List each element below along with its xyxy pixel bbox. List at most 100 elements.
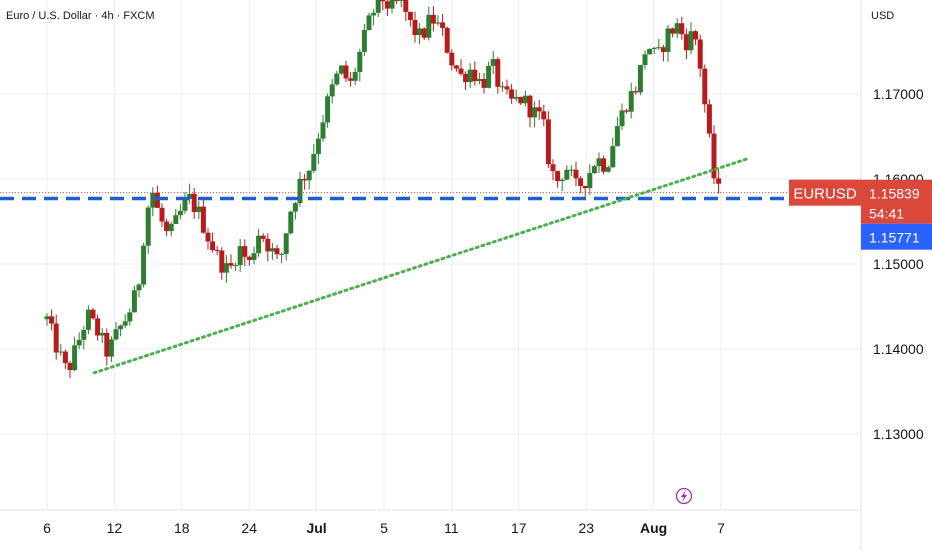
countdown-value: 54:41: [869, 206, 904, 222]
candle-body: [555, 171, 561, 182]
candle-body: [315, 138, 321, 155]
candle-body: [541, 111, 547, 120]
candle-body: [297, 178, 303, 204]
overlays: [0, 157, 861, 375]
candle-body: [343, 65, 349, 79]
candle-body: [361, 30, 367, 52]
candle-body: [568, 169, 574, 171]
time-tick-label: 24: [241, 520, 257, 536]
candle-body: [375, 0, 381, 13]
candle-body: [274, 248, 280, 255]
candle-body: [265, 238, 271, 252]
time-tick-label: 5: [380, 520, 388, 536]
candle-body: [53, 323, 59, 353]
candle-body: [670, 28, 676, 34]
candle-body: [311, 154, 317, 171]
candle-body: [656, 47, 662, 49]
candle-body: [472, 69, 478, 82]
candle-body: [486, 65, 492, 88]
last-price-box: [861, 179, 932, 224]
price-tick-label: 1.15000: [873, 256, 924, 272]
candle-body: [200, 206, 206, 233]
candle-body: [637, 65, 643, 93]
candle-body: [513, 96, 519, 99]
candle-body: [49, 316, 55, 324]
candle-body: [665, 28, 671, 52]
candle-body: [601, 158, 607, 172]
candle-body: [131, 290, 137, 313]
candle-body: [177, 210, 183, 216]
candle-body: [288, 211, 294, 234]
candle-body: [187, 193, 193, 199]
candle-body: [242, 246, 248, 257]
candle-body: [624, 110, 630, 112]
candle-body: [76, 339, 82, 346]
candle-body: [518, 96, 524, 104]
candle-body: [338, 65, 344, 74]
candle-body: [564, 169, 570, 180]
time-tick-label: Aug: [640, 520, 667, 536]
candle-body: [407, 11, 413, 21]
candle-body: [417, 28, 423, 36]
candle-body: [674, 23, 680, 34]
time-tick-label: Jul: [306, 520, 326, 536]
candle-body: [605, 167, 611, 172]
candle-body: [136, 284, 142, 291]
candle-body: [334, 73, 340, 85]
currency-label: USD: [871, 10, 895, 22]
time-tick-label: 7: [717, 520, 725, 536]
support-price-value: 1.15771: [869, 230, 920, 246]
time-tick-label: 18: [174, 520, 190, 536]
candle-body: [697, 39, 703, 69]
candle-body: [95, 318, 101, 336]
candle-body: [219, 250, 225, 273]
symbol-title: Euro / U.S. Dollar · 4h · FXCM: [6, 10, 155, 22]
candle-body: [81, 329, 87, 340]
time-axis[interactable]: 6 12 18 24 Jul 5 11 17 23 Aug 7: [43, 520, 725, 536]
candle-body: [578, 178, 584, 186]
candle-body: [495, 59, 501, 87]
candle-body: [706, 104, 712, 134]
candle-body: [550, 164, 556, 172]
candle-body: [113, 329, 119, 340]
candle-body: [633, 91, 639, 93]
candle-body: [283, 233, 289, 254]
time-tick-label: 17: [511, 520, 527, 536]
candle-body: [403, 0, 409, 12]
candle-body: [145, 207, 151, 246]
candle-body: [476, 78, 482, 82]
candle-body: [467, 69, 473, 83]
candle-body: [536, 107, 542, 112]
candle-body: [366, 15, 372, 31]
candle-body: [394, 0, 400, 1]
symbol-tag: [789, 179, 861, 206]
candle-body: [357, 51, 363, 72]
candle-body: [260, 235, 266, 239]
candle-body: [532, 107, 538, 118]
candle-body: [233, 265, 239, 267]
candle-body: [279, 253, 285, 255]
candle-body: [545, 119, 551, 165]
candle-body: [688, 31, 694, 51]
candles: [44, 0, 722, 379]
candle-body: [269, 248, 275, 252]
price-tick-label: 1.14000: [873, 341, 924, 357]
candle-body: [164, 221, 170, 232]
event-lightning-icon[interactable]: [675, 487, 693, 505]
symbol-tag-label: EURUSD: [793, 186, 857, 203]
candle-body: [596, 158, 602, 167]
candle-body: [352, 71, 358, 81]
candle-body: [168, 223, 174, 232]
candle-body: [237, 246, 243, 266]
candle-body: [504, 86, 510, 90]
candle-body: [426, 14, 432, 38]
candle-body: [256, 235, 262, 254]
candle-body: [463, 73, 469, 83]
candle-body: [44, 316, 50, 320]
candle-body: [449, 52, 455, 66]
candle-body: [141, 245, 147, 285]
candle-body: [90, 309, 96, 319]
